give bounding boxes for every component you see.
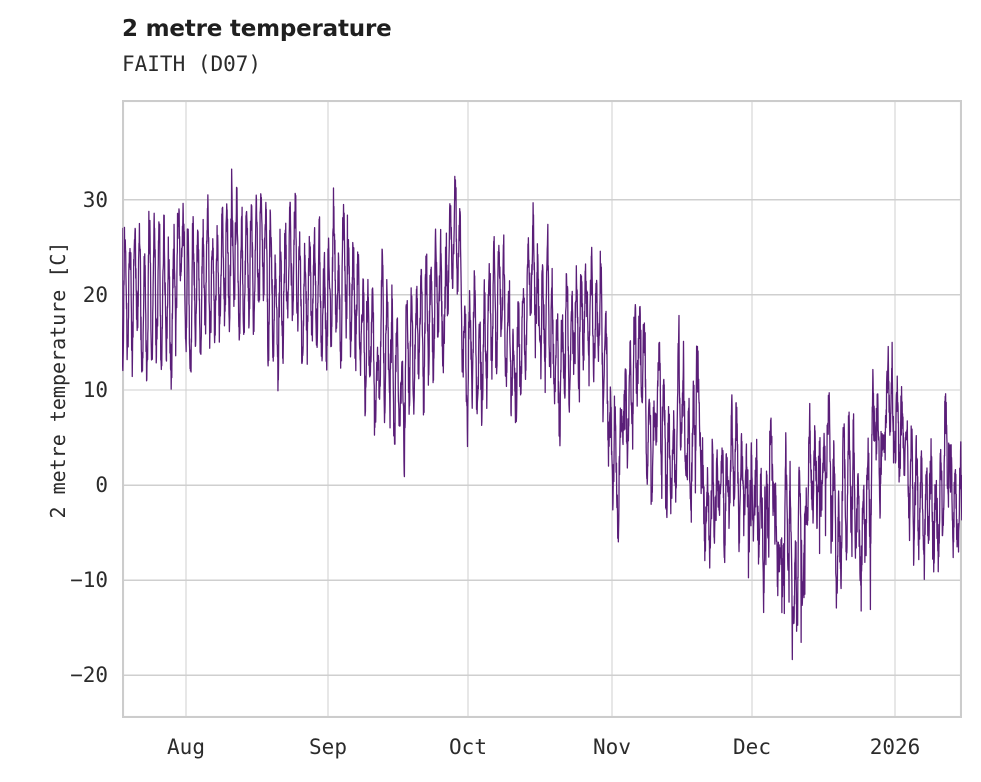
y-tick-label: 0 — [95, 473, 108, 498]
y-tick-label: 20 — [82, 282, 108, 307]
chart-subtitle: FAITH (D07) — [122, 52, 262, 76]
y-tick-label: −20 — [70, 663, 108, 688]
gridlines — [122, 100, 962, 718]
plot-svg — [122, 100, 962, 718]
plot-area — [122, 100, 962, 718]
x-tick-label: Sep — [309, 735, 347, 759]
x-tick-label: Aug — [167, 735, 205, 759]
x-tick-label: Dec — [733, 735, 771, 759]
y-tick-label: −10 — [70, 568, 108, 593]
temperature-line — [122, 168, 962, 661]
data-series — [122, 168, 962, 661]
x-tick-label: Nov — [593, 735, 631, 759]
y-tick-label: 30 — [82, 187, 108, 212]
plot-frame — [122, 100, 962, 718]
plot-frame-rect — [122, 100, 962, 718]
chart-title: 2 metre temperature — [122, 16, 392, 42]
y-tick-label: 10 — [82, 377, 108, 402]
y-axis-tick-labels: −20 −10 0 10 20 30 — [32, 0, 108, 782]
x-tick-label: 2026 — [869, 735, 921, 759]
x-tick-label: Oct — [449, 735, 487, 759]
